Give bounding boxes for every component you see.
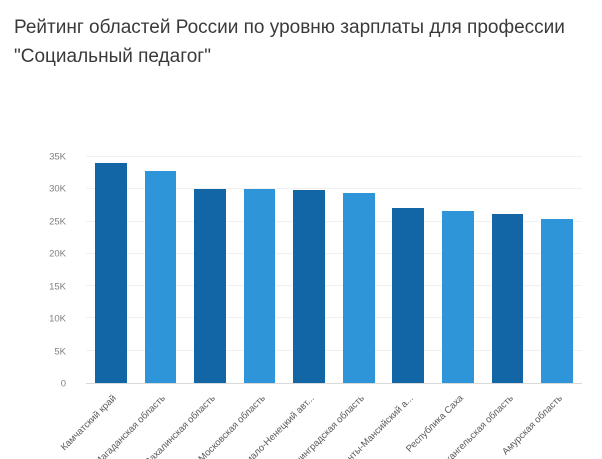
y-axis: 0 5K 10K 15K 20K 25K 30K 35K (30, 152, 76, 390)
gridline (86, 285, 582, 287)
bar-1[interactable] (144, 170, 177, 383)
gridline (86, 317, 582, 319)
bar-slot (483, 157, 533, 383)
chart-title: Рейтинг областей России по уровню зарпла… (14, 17, 565, 68)
y-tick-label: 20K (49, 248, 66, 260)
y-tick-label: 10K (49, 313, 66, 325)
y-tick-label: 35K (49, 151, 66, 163)
bar-slot (284, 157, 334, 383)
bar-slot (185, 157, 235, 383)
bar-4[interactable] (293, 189, 326, 383)
bar-slot (384, 157, 434, 383)
bar-7[interactable] (442, 211, 474, 383)
bar-2[interactable] (194, 188, 226, 383)
x-axis-labels: Камчатский край Магаданская область Сахали… (59, 389, 582, 459)
gridline (86, 156, 582, 157)
bar-0[interactable] (94, 163, 127, 383)
bar-slot (433, 157, 483, 383)
bar-slot (136, 157, 186, 383)
gridline (86, 349, 582, 351)
plot-area (86, 156, 582, 384)
bar-3[interactable] (243, 189, 276, 383)
bars (86, 157, 582, 383)
y-tick-label: 0 (60, 378, 66, 390)
bar-5[interactable] (342, 192, 375, 383)
bar-slot (334, 157, 384, 383)
bar-slot (235, 157, 285, 383)
bar-9[interactable] (541, 219, 573, 383)
bar-6[interactable] (392, 208, 425, 383)
y-tick-label: 5K (54, 346, 66, 358)
gridline (86, 252, 582, 254)
bar-slot (86, 157, 136, 383)
bar-chart: 0 5K 10K 15K 20K 25K 30K 35K Камчатский край Маг… (30, 152, 582, 459)
gridline (86, 220, 582, 222)
y-tick-label: 15K (49, 281, 66, 293)
y-tick-label: 30K (49, 183, 66, 195)
gridline (86, 188, 582, 190)
bar-slot (532, 157, 582, 383)
bar-8[interactable] (491, 214, 524, 383)
y-tick-label: 25K (49, 216, 66, 228)
